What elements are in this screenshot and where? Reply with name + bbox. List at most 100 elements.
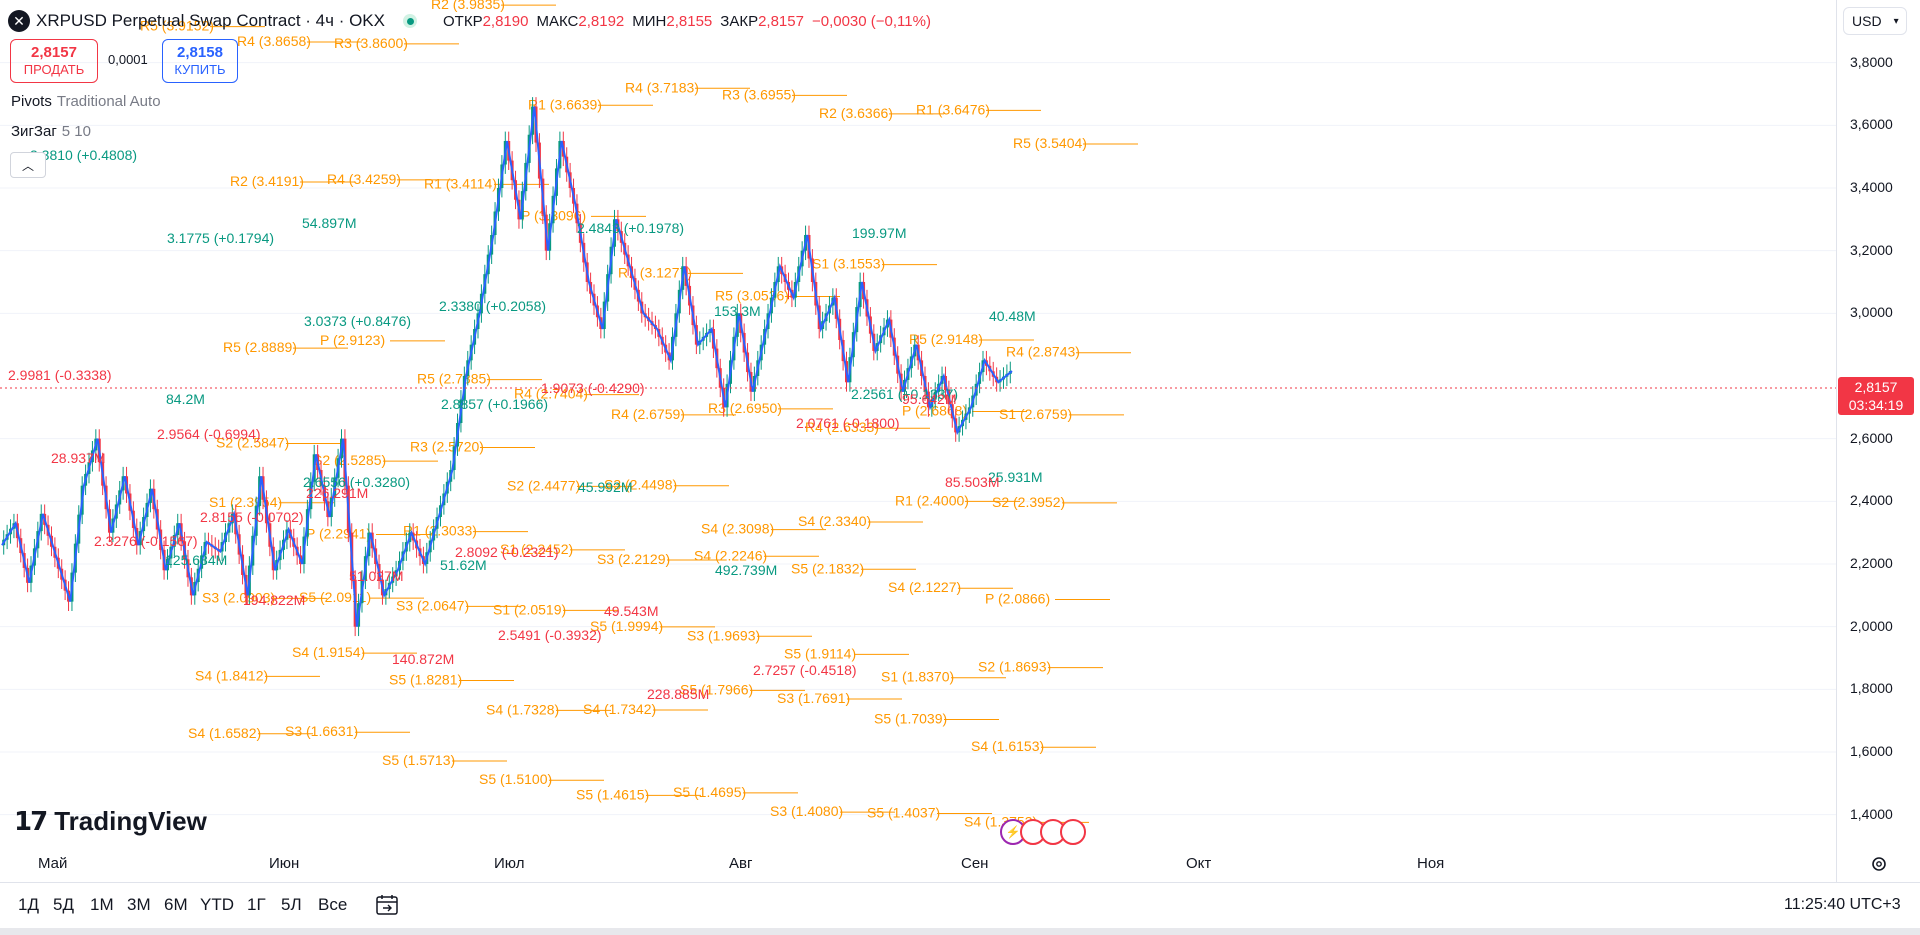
symbol-title[interactable]: XRPUSD Perpetual Swap Contract · 4ч · OK… — [36, 11, 385, 30]
pivot-label: S5 (2.1832) — [791, 560, 864, 576]
high-value: 2,8192 — [578, 12, 625, 30]
open-key: ОТКР — [443, 12, 483, 30]
chevron-down-icon: ▾ — [1893, 15, 1899, 27]
range-button[interactable]: 5Д — [53, 895, 74, 914]
open-value: 2,8190 — [482, 12, 529, 30]
zigzag-label-down: 51.027M — [349, 568, 403, 584]
bar-countdown: 03:34:19 — [1848, 397, 1904, 413]
pivot-label: R1 (3.4114) — [424, 175, 497, 191]
pivot-label: S3 (1.4080) — [770, 803, 843, 819]
zigzag-line — [1, 106, 1013, 627]
price-tick: 3,2000 — [1850, 241, 1893, 258]
pivot-label: S3 (1.7691) — [777, 690, 850, 706]
pivot-label: S2 (2.4477) — [507, 477, 580, 493]
pivot-label: S4 (1.7328) — [486, 701, 559, 717]
zigzag-label-down: 95.642M — [902, 391, 956, 407]
pivot-label: R3 (2.6950) — [708, 400, 782, 416]
price-tick: 1,4000 — [1850, 805, 1893, 822]
zigzag-labels: 3.3810 (+0.4808) 3.1775 (+0.1794) 3.0373 (… — [8, 147, 1042, 702]
gear-icon[interactable] — [1870, 855, 1888, 873]
range-button[interactable]: 1Г — [247, 895, 266, 914]
currency-select[interactable]: USD ▾ — [1843, 7, 1907, 35]
zigzag-label-up: 125.684M — [165, 552, 227, 568]
price-chart[interactable]: R5 (3.9152) R4 (3.8658) R3 (3.8600) R2 (3.9… — [0, 0, 1836, 846]
indicator-pivots[interactable]: Pivots Traditional Auto — [11, 93, 161, 110]
range-button[interactable]: 1Д — [18, 895, 39, 914]
zigzag-label-up: 2.6556 (+0.3280) — [303, 474, 410, 490]
zigzag-label-down: 2.5491 (-0.3932) — [498, 627, 602, 643]
time-label: Май — [38, 855, 68, 872]
time-label: Сен — [961, 855, 989, 872]
zigzag-label-down: 2.8092 (-0.2321) — [455, 544, 559, 560]
pivot-label: R1 (3.6476) — [916, 101, 990, 117]
pivot-label: R4 (3.4259) — [327, 171, 401, 187]
pivot-label: S5 (1.7039) — [874, 710, 947, 726]
range-button[interactable]: Все — [318, 895, 348, 914]
economic-events[interactable]: ⚡ — [1000, 819, 1086, 845]
indicator-name: Pivots — [11, 93, 52, 110]
time-label: Июн — [269, 855, 300, 872]
pivot-label: S1 (2.3954) — [209, 494, 282, 510]
tradingview-logo[interactable]: 𝟭𝟳 TradingView — [14, 806, 207, 837]
range-button[interactable]: 3М — [127, 895, 151, 914]
sell-button[interactable]: 2,8157 ПРОДАТЬ — [10, 39, 98, 83]
pivot-label: R1 (2.3033) — [403, 523, 477, 539]
price-tick: 1,8000 — [1850, 680, 1893, 697]
price-tick: 2,4000 — [1850, 492, 1893, 509]
calendar-goto-icon[interactable] — [374, 893, 400, 917]
pivot-label: R3 (3.8600) — [334, 35, 408, 51]
last-price-value: 2,8157 — [1854, 379, 1898, 395]
collapse-indicators-button[interactable]: ︿ — [10, 152, 46, 178]
range-button[interactable]: 1М — [90, 895, 114, 914]
spread-value: 0,0001 — [108, 52, 148, 67]
indicator-params: 5 10 — [61, 123, 91, 140]
bottom-scroll-strip — [0, 928, 1920, 935]
pivot-label: S4 (1.9154) — [292, 644, 365, 660]
zigzag-label-up: 2.4843 (+0.1978) — [577, 220, 684, 236]
pivot-label: S3 (2.2129) — [597, 551, 670, 567]
price-tick: 2,6000 — [1850, 429, 1893, 446]
range-button[interactable]: YTD — [200, 895, 234, 914]
buy-button[interactable]: 2,8158 КУПИТЬ — [162, 39, 238, 83]
pivot-label: P (2.2941) — [306, 526, 371, 542]
low-value: 2,8155 — [666, 12, 713, 30]
zigzag-label-up: 3.0373 (+0.8476) — [304, 313, 411, 329]
zigzag-label-up: 492.739M — [715, 562, 777, 578]
pivot-label: R2 (3.4191) — [230, 173, 304, 189]
pivot-label: R5 (3.5404) — [1013, 135, 1087, 151]
price-tick: 3,8000 — [1850, 53, 1893, 70]
zigzag-label-up: 199.97M — [852, 225, 906, 241]
clock-timezone[interactable]: 11:25:40 UTC+3 — [1784, 896, 1901, 913]
pivot-label: R4 (3.7183) — [625, 79, 699, 95]
symbol-header: ✕ XRPUSD Perpetual Swap Contract · 4ч · … — [8, 8, 931, 34]
us-flag-icon[interactable] — [1060, 819, 1086, 845]
pivot-label: S5 (1.4037) — [867, 805, 940, 821]
high-key: МАКС — [536, 12, 579, 30]
zigzag-label-up: 3.3810 (+0.4808) — [30, 147, 137, 163]
indicator-zigzag[interactable]: ЗигЗаг 5 10 — [11, 123, 91, 140]
range-button[interactable]: 5Л — [281, 895, 302, 914]
pivot-label: R4 (2.6759) — [611, 406, 685, 422]
pivot-label: R1 (3.6639) — [528, 96, 602, 112]
zigzag-label-up: 153.3M — [714, 303, 761, 319]
pivot-label: R4 (3.8658) — [237, 33, 311, 49]
xrp-logo-icon: ✕ — [8, 10, 30, 32]
pivot-label: R2 (3.6366) — [819, 105, 893, 121]
pivot-label: R5 (2.7885) — [417, 371, 491, 387]
price-tick: 3,6000 — [1850, 116, 1893, 133]
chevron-up-icon: ︿ — [21, 158, 34, 173]
price-tick: 1,6000 — [1850, 743, 1893, 759]
pivot-label: S3 (2.4498) — [604, 477, 677, 493]
market-status-icon[interactable] — [403, 14, 417, 28]
zigzag-label-up: 2.3380 (+0.2058) — [439, 298, 546, 314]
price-tick: 3,4000 — [1850, 179, 1893, 195]
pivot-label: S3 (1.9693) — [687, 627, 760, 643]
zigzag-label-down: 2.7257 (-0.4518) — [753, 662, 857, 678]
range-button[interactable]: 6М — [164, 895, 188, 914]
zigzag-label-down: 49.543M — [604, 603, 658, 619]
pivot-label: S2 (2.5285) — [313, 452, 386, 468]
ohlc-values: ОТКР 2,8190 МАКС 2,8192 МИН 2,8155 ЗАКР 2,81… — [435, 13, 931, 30]
time-label: Ноя — [1417, 855, 1445, 872]
pivot-label: S5 (1.7966) — [680, 681, 753, 697]
zigzag-label-down: 140.872M — [392, 651, 454, 667]
